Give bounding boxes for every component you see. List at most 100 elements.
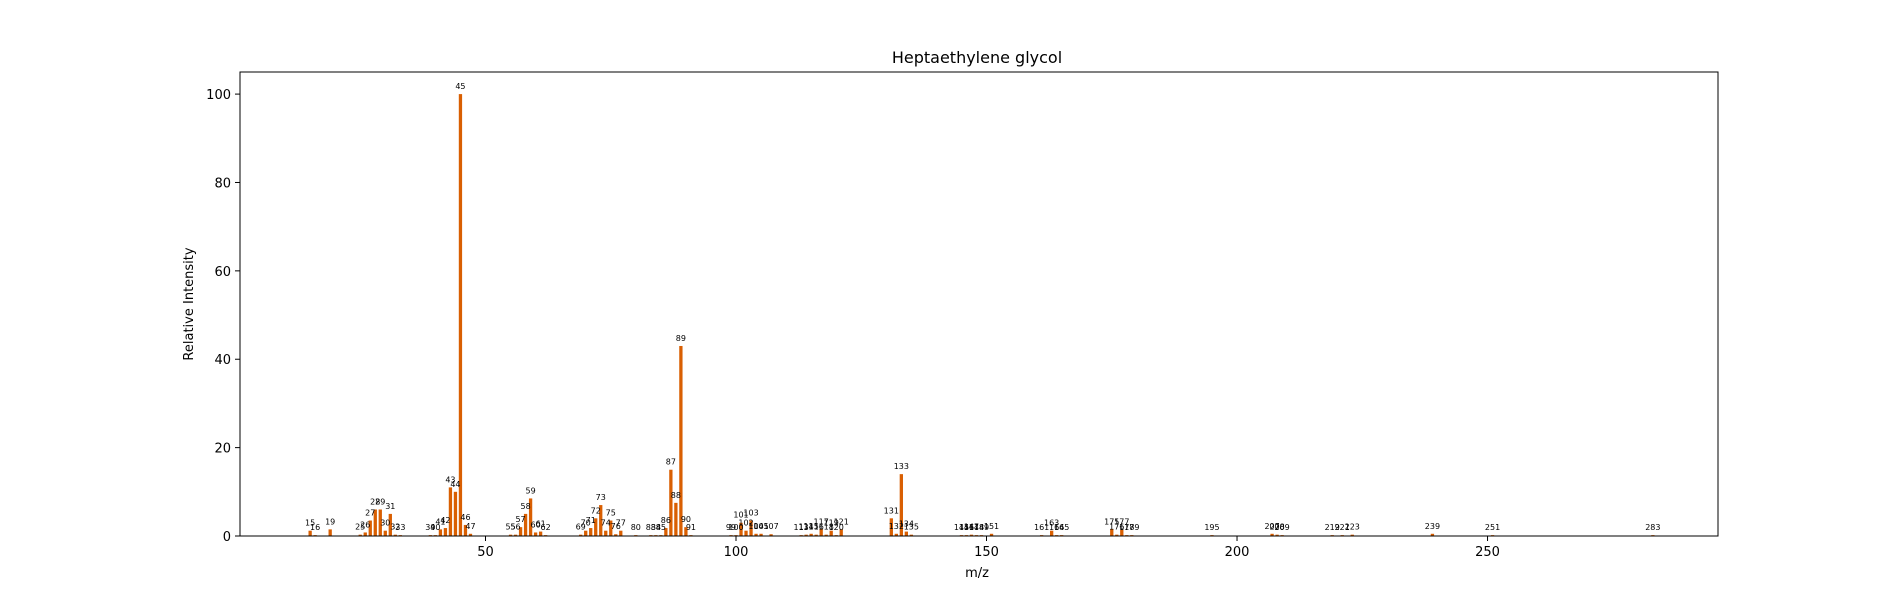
peak-label-145: 145	[954, 523, 969, 532]
peak-label-59: 59	[525, 486, 535, 495]
peak-bar-87	[669, 469, 673, 536]
peak-label-121: 121	[834, 517, 849, 526]
peak-label-89: 89	[676, 334, 686, 343]
peak-label-15: 15	[305, 519, 315, 528]
peak-bar-69	[579, 534, 583, 536]
peak-bar-118	[824, 534, 828, 536]
peak-label-58: 58	[520, 502, 530, 511]
peak-bar-207	[1270, 533, 1274, 536]
peak-bar-104	[754, 533, 758, 536]
y-axis-label: Relative Intensity	[182, 247, 197, 360]
peak-bar-71	[589, 528, 593, 536]
peak-label-19: 19	[325, 517, 335, 526]
peak-bar-45	[458, 94, 463, 536]
peak-label-103: 103	[743, 509, 758, 518]
peak-bar-30	[383, 530, 387, 536]
y-tick-label: 20	[214, 442, 231, 457]
peak-label-283: 283	[1645, 523, 1660, 532]
peak-label-133: 133	[894, 462, 909, 471]
peak-label-134: 134	[899, 520, 914, 529]
peak-bar-77	[619, 530, 623, 536]
peak-bar-47	[468, 533, 473, 536]
peak-label-47: 47	[465, 522, 475, 531]
peak-bar-46	[463, 524, 468, 536]
peak-bar-133	[899, 474, 903, 536]
peak-bar-15	[308, 530, 312, 536]
peak-label-77: 77	[616, 519, 626, 528]
peak-label-84: 84	[651, 523, 661, 532]
peak-label-239: 239	[1425, 522, 1440, 531]
peak-label-41: 41	[435, 517, 445, 526]
chart-title: Heptaethylene glycol	[892, 48, 1062, 67]
peak-label-16: 16	[310, 523, 320, 532]
peak-label-116: 116	[809, 523, 824, 532]
y-axis: 0 20 40 60 80 100	[206, 88, 240, 545]
peak-label-113: 113	[793, 523, 808, 532]
peak-label-85: 85	[656, 523, 666, 532]
peak-label-147: 147	[964, 523, 979, 532]
peak-label-148: 148	[969, 523, 984, 532]
plot-frame	[239, 71, 1719, 537]
peak-bar-75	[609, 520, 613, 536]
peak-bar-134	[904, 531, 908, 536]
peak-bar-135	[909, 534, 914, 536]
peak-label-165: 165	[1054, 523, 1069, 532]
peak-bar-103	[749, 520, 753, 536]
peak-label-117: 117	[814, 517, 829, 526]
peak-label-101: 101	[733, 511, 748, 520]
peak-label-60: 60	[531, 520, 541, 529]
peak-label-99: 99	[726, 523, 736, 532]
peak-bar-76	[614, 534, 618, 536]
peak-label-146: 146	[959, 523, 974, 532]
peak-label-131: 131	[884, 506, 899, 515]
peak-label-76: 76	[611, 522, 621, 531]
peak-bar-105	[759, 533, 763, 536]
peak-label-57: 57	[515, 515, 525, 524]
peak-label-100: 100	[728, 523, 743, 532]
peak-bar-61	[538, 531, 543, 536]
peak-label-86: 86	[661, 516, 671, 525]
peak-bar-131	[889, 518, 893, 536]
peak-label-56: 56	[510, 523, 520, 532]
peak-label-43: 43	[445, 475, 455, 484]
peak-label-120: 120	[829, 523, 844, 532]
peak-bar-43	[448, 487, 453, 536]
peak-bar-132	[894, 533, 898, 536]
peak-label-219: 219	[1325, 523, 1340, 532]
peak-label-40: 40	[430, 523, 440, 532]
x-tick-label: 200	[1225, 545, 1250, 560]
peak-bar-25	[358, 534, 362, 536]
x-tick-label: 50	[477, 545, 494, 560]
peak-label-209: 209	[1274, 523, 1289, 532]
peak-label-30: 30	[380, 519, 390, 528]
y-tick-label: 0	[223, 530, 231, 545]
peak-bar-56	[513, 534, 518, 536]
peak-label-25: 25	[355, 523, 365, 532]
peak-bar-119	[829, 530, 833, 536]
peak-label-88: 88	[671, 491, 681, 500]
peak-label-135: 135	[904, 523, 919, 532]
peak-bar-72	[594, 518, 598, 536]
peak-label-55: 55	[505, 523, 515, 532]
peak-bar-89	[679, 345, 683, 536]
peak-label-87: 87	[666, 458, 676, 467]
peak-bar-26	[363, 532, 367, 536]
y-tick-label: 100	[206, 88, 231, 103]
peak-label-26: 26	[360, 520, 370, 529]
peak-bar-116	[814, 534, 818, 536]
peak-label-107: 107	[763, 522, 778, 531]
peak-bar-73	[599, 505, 603, 536]
peak-label-114: 114	[799, 523, 814, 532]
peak-bar-107	[769, 534, 773, 536]
peak-bar-86	[664, 528, 668, 536]
peak-bar-151	[989, 533, 994, 536]
peak-label-33: 33	[395, 523, 405, 532]
peak-label-195: 195	[1204, 523, 1219, 532]
peak-label-149: 149	[974, 523, 989, 532]
peak-label-72: 72	[591, 506, 601, 515]
peak-label-74: 74	[601, 519, 611, 528]
peak-bar-239	[1430, 533, 1435, 536]
peak-label-115: 115	[804, 522, 819, 531]
